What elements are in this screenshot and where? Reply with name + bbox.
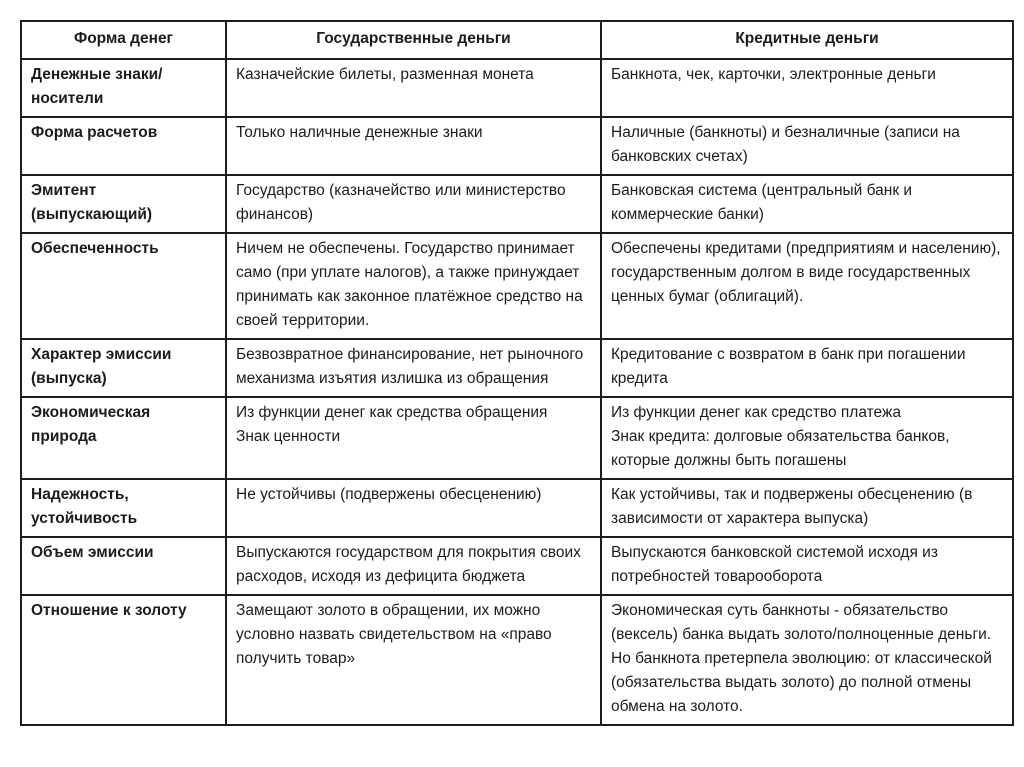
credit-money-cell: Наличные (банкноты) и безналичные (запис…	[600, 116, 1014, 176]
state-money-cell: Казначейские билеты, разменная монета	[225, 58, 602, 118]
credit-money-cell: Как устойчивы, так и подвержены обесцене…	[600, 478, 1014, 538]
table-row: Отношение к золоту Замещают золото в обр…	[20, 594, 1014, 726]
table-row: Обеспеченность Ничем не обеспечены. Госу…	[20, 232, 1014, 340]
header-row: Форма денег Государственные деньги Креди…	[20, 20, 1014, 60]
state-money-cell: Безвозвратное финансирование, нет рыночн…	[225, 338, 602, 398]
credit-money-cell: Кредитование с возвратом в банк при пога…	[600, 338, 1014, 398]
table-row: Объем эмиссии Выпускаются государством д…	[20, 536, 1014, 596]
table-row: Денежные знаки/ носители Казначейские би…	[20, 58, 1014, 118]
state-money-cell: Замещают золото в обращении, их можно ус…	[225, 594, 602, 726]
credit-money-cell: Банковская система (центральный банк и к…	[600, 174, 1014, 234]
state-money-cell: Из функции денег как средства обращения …	[225, 396, 602, 480]
row-label-cell: Экономическая природа	[20, 396, 227, 480]
credit-money-cell: Экономическая суть банкноты - обязательс…	[600, 594, 1014, 726]
credit-money-cell: Выпускаются банковской системой исходя и…	[600, 536, 1014, 596]
state-money-cell: Не устойчивы (подвержены обесценению)	[225, 478, 602, 538]
credit-money-cell: Из функции денег как средство платежа Зн…	[600, 396, 1014, 480]
row-label-cell: Денежные знаки/ носители	[20, 58, 227, 118]
column-header-state-money: Государственные деньги	[225, 20, 602, 60]
row-label-cell: Эмитент (выпускающий)	[20, 174, 227, 234]
column-header-credit-money: Кредитные деньги	[600, 20, 1014, 60]
state-money-cell: Выпускаются государством для покрытия св…	[225, 536, 602, 596]
row-label-cell: Обеспеченность	[20, 232, 227, 340]
row-label-cell: Надежность, устойчивость	[20, 478, 227, 538]
row-label-cell: Форма расчетов	[20, 116, 227, 176]
row-label-cell: Отношение к золоту	[20, 594, 227, 726]
table-row: Характер эмиссии (выпуска) Безвозвратное…	[20, 338, 1014, 398]
table-row: Форма расчетов Только наличные денежные …	[20, 116, 1014, 176]
table-row: Экономическая природа Из функции денег к…	[20, 396, 1014, 480]
row-label-cell: Характер эмиссии (выпуска)	[20, 338, 227, 398]
state-money-cell: Ничем не обеспечены. Государство принима…	[225, 232, 602, 340]
table-row: Надежность, устойчивость Не устойчивы (п…	[20, 478, 1014, 538]
state-money-cell: Только наличные денежные знаки	[225, 116, 602, 176]
column-header-money-form: Форма денег	[20, 20, 227, 60]
credit-money-cell: Обеспечены кредитами (предприятиям и нас…	[600, 232, 1014, 340]
table-row: Эмитент (выпускающий) Государство (казна…	[20, 174, 1014, 234]
money-forms-comparison-table: Форма денег Государственные деньги Креди…	[20, 20, 1014, 726]
state-money-cell: Государство (казначейство или министерст…	[225, 174, 602, 234]
credit-money-cell: Банкнота, чек, карточки, электронные ден…	[600, 58, 1014, 118]
row-label-cell: Объем эмиссии	[20, 536, 227, 596]
